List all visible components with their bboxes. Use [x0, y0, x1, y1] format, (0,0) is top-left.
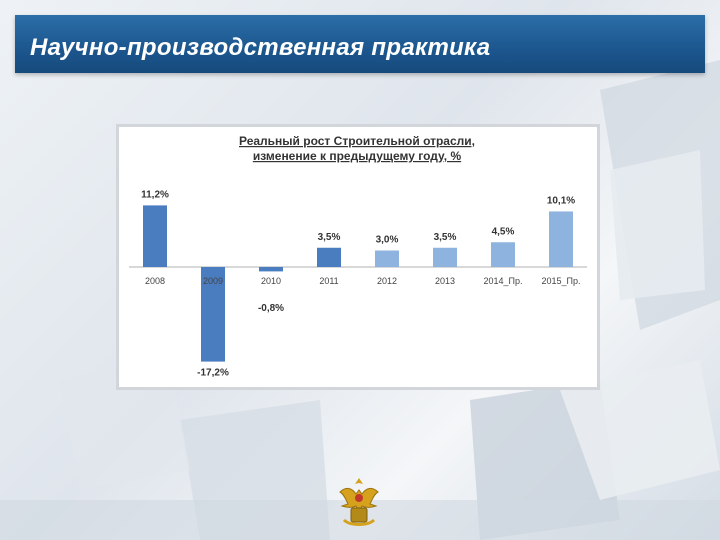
bar [433, 247, 457, 267]
data-label: 10,1% [547, 195, 575, 206]
bar [143, 205, 167, 267]
bar [491, 242, 515, 267]
data-label: 11,2% [141, 189, 169, 200]
x-tick-label: 2014_Пр. [483, 276, 522, 286]
x-tick-label: 2011 [319, 276, 338, 286]
chart-title-line: Реальный рост Строительной отрасли, [239, 134, 475, 148]
x-tick-label: 2009 [203, 276, 223, 286]
bar [549, 211, 573, 267]
bar [259, 267, 283, 272]
bar [201, 267, 225, 362]
data-label: 4,5% [492, 226, 515, 237]
x-tick-label: 2013 [435, 276, 455, 286]
data-label: -17,2% [197, 368, 229, 379]
data-label: -0,8% [258, 303, 284, 314]
coat-of-arms-icon [339, 478, 379, 526]
x-tick-label: 2010 [261, 276, 281, 286]
chart-frame: Реальный рост Строительной отрасли, измен… [116, 124, 600, 390]
x-tick-label: 2015_Пр. [541, 276, 580, 286]
data-label: 3,5% [318, 232, 341, 243]
page-title: Научно-производственная практика [30, 34, 491, 61]
data-label: 3,0% [376, 235, 399, 246]
x-tick-label: 2012 [377, 276, 397, 286]
bar [317, 247, 341, 267]
title-bar [15, 15, 705, 73]
chart-title-line: изменение к предыдущему году, % [253, 149, 462, 163]
data-label: 3,5% [434, 232, 457, 243]
bar-chart: Реальный рост Строительной отрасли,измен… [129, 134, 587, 379]
bar [375, 250, 399, 267]
x-tick-label: 2008 [145, 276, 165, 286]
